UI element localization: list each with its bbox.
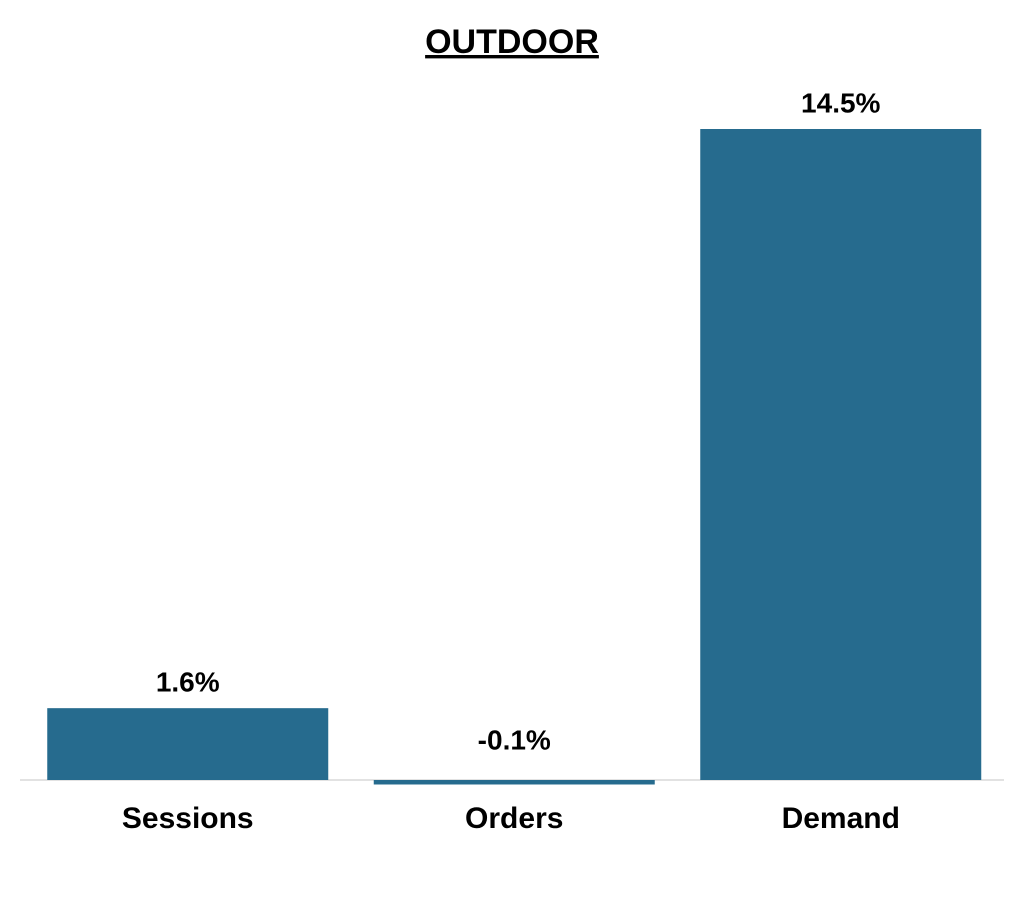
bar xyxy=(47,708,329,780)
chart-title: OUTDOOR xyxy=(425,23,599,61)
x-tick-label: Sessions xyxy=(122,802,254,835)
value-label: -0.1% xyxy=(478,724,551,755)
bar xyxy=(700,129,982,780)
value-label: 14.5% xyxy=(801,87,880,118)
x-tick-label: Demand xyxy=(782,802,900,835)
x-tick-label: Orders xyxy=(465,802,563,835)
bar xyxy=(373,780,655,785)
value-label: 1.6% xyxy=(156,667,220,698)
